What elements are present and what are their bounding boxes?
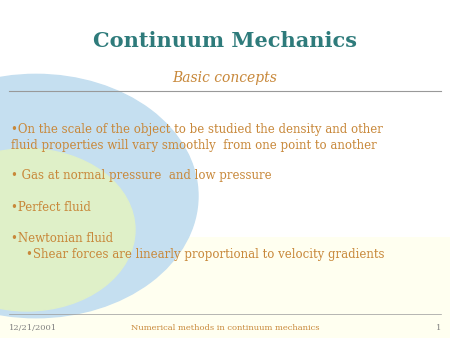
Bar — [0, 237, 450, 338]
Circle shape — [0, 74, 198, 318]
Text: 12/21/2001: 12/21/2001 — [9, 324, 57, 332]
Text: •Shear forces are linearly proportional to velocity gradients: •Shear forces are linearly proportional … — [11, 248, 385, 261]
Text: •Newtonian fluid: •Newtonian fluid — [11, 232, 113, 244]
Text: Continuum Mechanics: Continuum Mechanics — [93, 30, 357, 51]
Text: 1: 1 — [436, 324, 441, 332]
Text: Basic concepts: Basic concepts — [172, 71, 278, 85]
Text: • Gas at normal pressure  and low pressure: • Gas at normal pressure and low pressur… — [11, 169, 272, 182]
Text: •On the scale of the object to be studied the density and other
fluid properties: •On the scale of the object to be studie… — [11, 123, 383, 152]
Circle shape — [0, 149, 135, 311]
Text: Numerical methods in continuum mechanics: Numerical methods in continuum mechanics — [131, 324, 319, 332]
Text: •Perfect fluid: •Perfect fluid — [11, 201, 91, 214]
